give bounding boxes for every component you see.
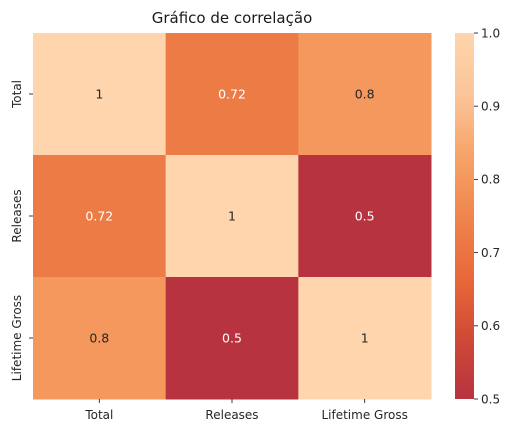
y-tick-label: Releases bbox=[10, 189, 24, 242]
heatmap-cell bbox=[33, 33, 167, 156]
chart-title: Gráfico de correlação bbox=[152, 9, 313, 27]
heatmap-cell bbox=[165, 277, 299, 400]
heatmap-cell bbox=[165, 33, 299, 156]
y-tick-label: Lifetime Gross bbox=[10, 295, 24, 381]
cell-annotation: 0.72 bbox=[85, 209, 113, 224]
colorbar bbox=[455, 33, 474, 399]
x-axis: Total Releases Lifetime Gross bbox=[84, 399, 408, 422]
colorbar-tick-label: 0.5 bbox=[481, 392, 500, 406]
cell-annotation: 1 bbox=[228, 209, 236, 224]
x-tick-label: Releases bbox=[205, 408, 258, 422]
heatmap-cell bbox=[298, 155, 432, 278]
heatmap-cell bbox=[298, 277, 432, 400]
y-tick-label: Total bbox=[10, 80, 24, 109]
cell-annotation: 0.8 bbox=[89, 331, 109, 346]
heatmap-cell bbox=[33, 277, 167, 400]
colorbar-tick-label: 1.0 bbox=[481, 26, 500, 40]
cell-annotation: 0.5 bbox=[222, 331, 242, 346]
colorbar-tick-label: 0.8 bbox=[481, 173, 500, 187]
colorbar-ticks: 0.5 0.6 0.7 0.8 0.9 1.0 bbox=[474, 26, 500, 406]
heatmap-annotations: 1 0.72 0.8 0.72 1 0.5 0.8 0.5 1 bbox=[85, 87, 374, 346]
heatmap-cell bbox=[298, 33, 432, 156]
cell-annotation: 1 bbox=[361, 331, 369, 346]
colorbar-tick-label: 0.7 bbox=[481, 246, 500, 260]
x-tick-label: Lifetime Gross bbox=[321, 408, 407, 422]
cell-annotation: 1 bbox=[95, 87, 103, 102]
cell-annotation: 0.72 bbox=[218, 87, 246, 102]
heatmap-cell bbox=[165, 155, 299, 278]
heatmap-cell bbox=[33, 155, 167, 278]
cell-annotation: 0.8 bbox=[355, 87, 375, 102]
heatmap-cells bbox=[33, 33, 432, 400]
x-tick-label: Total bbox=[84, 408, 113, 422]
y-axis: Total Releases Lifetime Gross bbox=[10, 80, 33, 381]
colorbar-tick-label: 0.6 bbox=[481, 319, 500, 333]
colorbar-tick-label: 0.9 bbox=[481, 100, 500, 114]
cell-annotation: 0.5 bbox=[355, 209, 375, 224]
